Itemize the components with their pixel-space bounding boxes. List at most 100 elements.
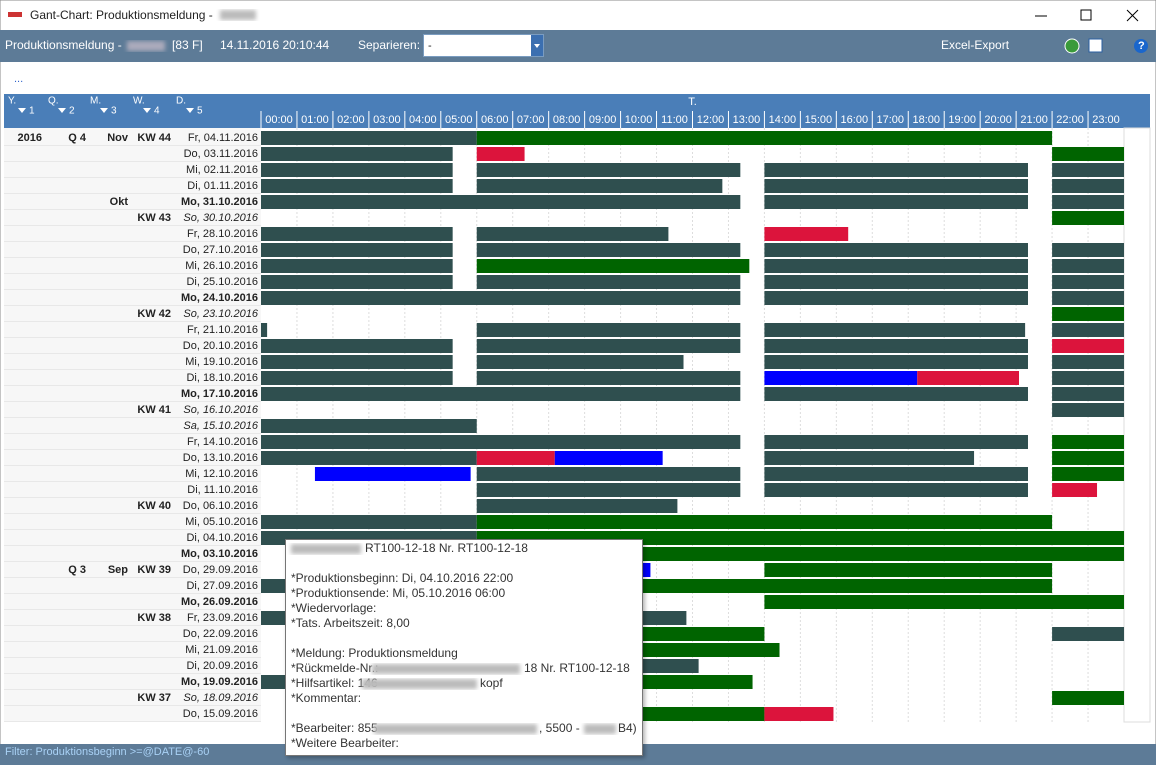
gantt-bar: [764, 467, 1028, 481]
gantt-bar: [1052, 179, 1124, 193]
help-icon[interactable]: [1134, 39, 1148, 53]
sort-arrow: [58, 108, 66, 113]
date-label: Fr, 28.10.2016: [187, 228, 258, 240]
month-label: Nov: [107, 132, 129, 144]
gantt-bar: [261, 275, 453, 289]
blur: [291, 544, 361, 554]
hour-label: 10:00: [625, 114, 653, 126]
date-label: Sa, 15.10.2016: [183, 420, 259, 432]
date-label: Do, 06.10.2016: [183, 500, 258, 512]
toolbar: [0, 30, 1156, 62]
month-label: Sep: [108, 564, 128, 576]
hour-label: 18:00: [912, 114, 940, 126]
gantt-bar: [476, 323, 741, 337]
sort-arrow: [100, 108, 108, 113]
gantt-bar: [1052, 259, 1124, 273]
week-label: KW 37: [137, 692, 171, 704]
hour-label: 02:00: [337, 114, 365, 126]
sort-index: 2: [69, 106, 75, 117]
hour-label: 15:00: [805, 114, 833, 126]
hour-label: 00:00: [265, 114, 293, 126]
gantt-bar: [764, 243, 1028, 257]
separate-value: -: [428, 40, 432, 52]
gantt-bar: [764, 179, 1028, 193]
maximize[interactable]: [1080, 9, 1092, 21]
gantt-bar: [476, 147, 525, 161]
date-label: Mo, 26.09.2016: [181, 596, 258, 608]
date-label: Do, 22.09.2016: [183, 628, 258, 640]
date-label: Mi, 19.10.2016: [185, 356, 258, 368]
gantt-bar: [1052, 387, 1124, 401]
sort-arrow: [186, 108, 194, 113]
date-label: Mo, 19.09.2016: [181, 676, 258, 688]
week-label: KW 39: [137, 564, 171, 576]
date-label: Fr, 14.10.2016: [187, 436, 258, 448]
gantt-bar: [620, 547, 1124, 561]
header: [4, 94, 1150, 128]
gantt-bar: [261, 323, 268, 337]
date-label: Di, 18.10.2016: [186, 372, 258, 384]
column-label: W.: [133, 96, 145, 107]
tooltip-line: *Kommentar:: [291, 691, 361, 705]
gantt-bar: [261, 515, 477, 529]
blur: [362, 679, 477, 689]
gantt-bar: [1052, 275, 1124, 289]
timestamp: 14.11.2016 20:10:44: [220, 38, 330, 52]
gantt-bar: [764, 355, 1028, 369]
hour-label: 13:00: [733, 114, 761, 126]
date-label: Do, 20.10.2016: [183, 340, 258, 352]
gantt-bar: [261, 243, 453, 257]
gantt-bar: [1052, 195, 1124, 209]
gantt-bar: [476, 467, 741, 481]
hour-label: 21:00: [1020, 114, 1048, 126]
tooltip-line: *Rückmelde-Nr.:: [291, 661, 378, 675]
gantt-bar: [1052, 323, 1124, 337]
gantt-bar: [261, 435, 741, 449]
gantt-bar: [764, 483, 1028, 497]
window-title: Gant-Chart: Produktionsmeldung -: [30, 8, 213, 22]
date-label: Di, 27.09.2016: [186, 580, 258, 592]
tooltip-line: *Produktionsbeginn: Di, 04.10.2016 22:00: [291, 571, 513, 585]
refresh-icon[interactable]: [1064, 38, 1080, 54]
more-link[interactable]: ...: [14, 73, 23, 85]
week-label: KW 43: [137, 212, 171, 224]
gantt-bar: [1052, 627, 1124, 641]
hour-label: 09:00: [589, 114, 617, 126]
date-label: Mo, 24.10.2016: [181, 292, 258, 304]
help-mark: ?: [1138, 40, 1145, 52]
date-label: Do, 03.11.2016: [184, 148, 258, 160]
hour-label: 17:00: [877, 114, 905, 126]
sort-arrow: [143, 108, 151, 113]
date-label: So, 18.09.2016: [183, 692, 259, 704]
tooltip-line: kopf: [480, 676, 503, 690]
time-label: T.: [688, 96, 697, 108]
gantt-bar: [764, 339, 1028, 353]
date-label: So, 30.10.2016: [183, 212, 259, 224]
date-label: Fr, 04.11.2016: [188, 132, 258, 144]
gantt-bar: [764, 163, 1028, 177]
gantt-bar: [261, 163, 453, 177]
blur: [220, 10, 256, 20]
count: [83 F]: [172, 38, 203, 52]
blur: [372, 664, 520, 674]
tooltip-line: *Produktionsende: Mi, 05.10.2016 06:00: [291, 586, 505, 600]
date-label: So, 23.10.2016: [183, 308, 259, 320]
gantt-bar: [261, 371, 453, 385]
date-label: Mo, 17.10.2016: [181, 388, 258, 400]
gantt-bar: [476, 179, 723, 193]
date-label: Mi, 02.11.2016: [186, 164, 258, 176]
hour-label: 11:00: [661, 114, 688, 126]
gantt-bar: [764, 323, 1026, 337]
gantt-bar: [476, 243, 741, 257]
close[interactable]: [1126, 9, 1139, 22]
table-icon[interactable]: [1088, 38, 1103, 53]
week-label: KW 44: [137, 132, 172, 144]
excel-export[interactable]: Excel-Export: [941, 38, 1010, 52]
hour-label: 06:00: [481, 114, 509, 126]
blur: [127, 41, 165, 51]
hour-label: 08:00: [553, 114, 581, 126]
gantt-bar: [476, 131, 1053, 145]
separate-select[interactable]: [423, 34, 544, 57]
column-label: M.: [90, 96, 101, 107]
gantt-bar: [261, 259, 453, 273]
